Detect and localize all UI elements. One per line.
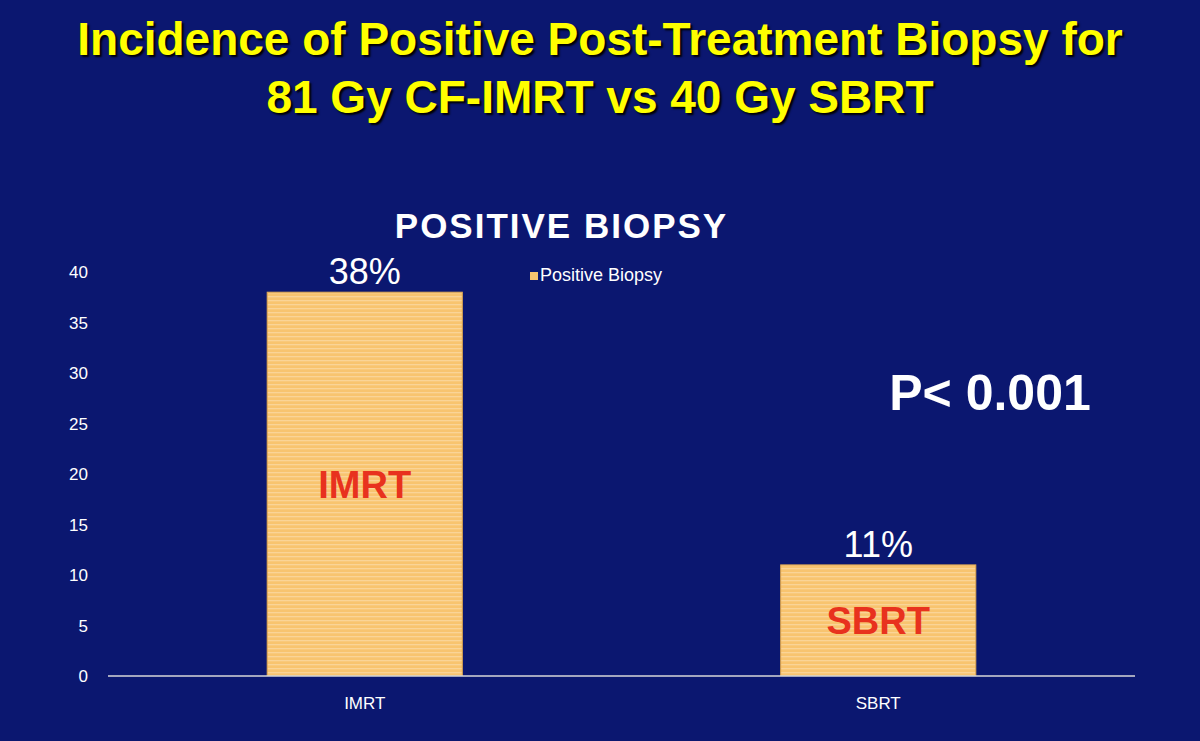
slide-title: Incidence of Positive Post-Treatment Bio… — [60, 10, 1140, 126]
legend-swatch — [530, 272, 538, 280]
y-tick-label: 10 — [69, 566, 88, 585]
data-label: 38% — [329, 251, 401, 292]
annotation: P< 0.001 — [889, 365, 1091, 421]
data-label: 11% — [844, 524, 913, 565]
y-tick-label: 30 — [69, 364, 88, 383]
y-tick-label: 25 — [69, 415, 88, 434]
chart: POSITIVE BIOPSY 0 5 10 15 20 25 30 35 40 IMRT IMRT S… — [0, 0, 1200, 741]
y-tick-label: 35 — [69, 314, 88, 333]
chart-title: POSITIVE BIOPSY — [395, 206, 728, 245]
bar — [267, 292, 462, 676]
bar-inner-label: IMRT — [318, 464, 411, 506]
bar — [781, 565, 976, 676]
bars — [267, 292, 976, 676]
y-tick-label: 20 — [69, 465, 88, 484]
y-tick-label: 15 — [69, 516, 88, 535]
x-tick-label: SBRT — [856, 694, 901, 713]
legend-label: Positive Biopsy — [540, 265, 662, 285]
x-axis-line — [108, 675, 1135, 677]
bar-inner-label: SBRT — [827, 600, 930, 642]
x-tick-label: IMRT — [344, 694, 385, 713]
y-tick-label: 0 — [79, 667, 88, 686]
y-tick-label: 40 — [69, 263, 88, 282]
y-tick-label: 5 — [79, 617, 88, 636]
